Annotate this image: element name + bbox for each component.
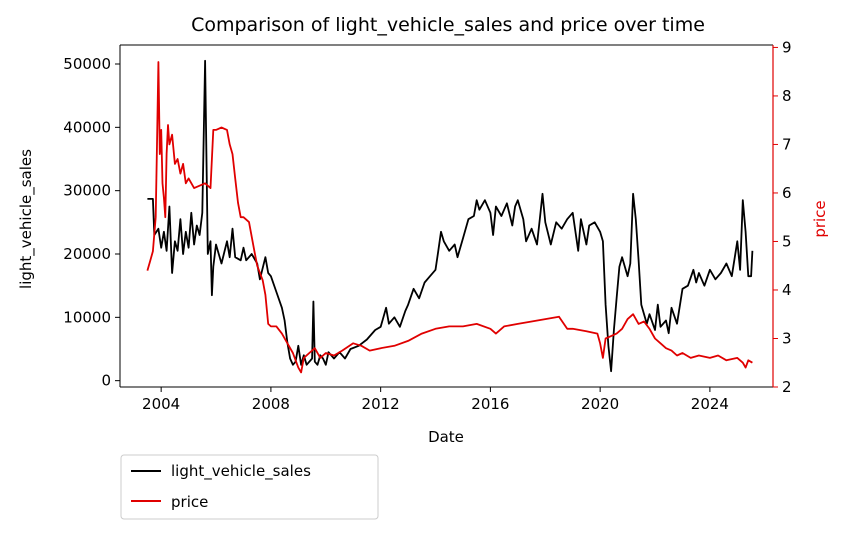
y-right-tick-label: 2 [782, 378, 792, 396]
y-right-tick-label: 3 [782, 329, 792, 347]
plot-area [120, 45, 773, 387]
legend: light_vehicle_sales price [120, 454, 379, 520]
chart-title: Comparison of light_vehicle_sales and pr… [191, 14, 705, 36]
y-left-tick-label: 30000 [63, 182, 111, 200]
series-line-price [146, 61, 753, 374]
legend-label-light-vehicle-sales: light_vehicle_sales [171, 462, 311, 481]
y-left-tick-label: 20000 [63, 245, 111, 263]
axes-layer: 2004 2008 2012 2016 2020 2024 0 10000 20000 30000… [63, 38, 791, 413]
legend-box [120, 454, 379, 520]
x-tick-label: 2012 [362, 395, 400, 413]
x-tick-label: 2008 [252, 395, 290, 413]
series-line-light-vehicle-sales [147, 59, 754, 373]
x-tick-label: 2016 [471, 395, 509, 413]
y-right-tick-label: 6 [782, 184, 792, 202]
plot-background [120, 45, 773, 387]
y-right-tick-label: 4 [782, 281, 792, 299]
x-axis-label: Date [428, 428, 464, 446]
y-axis-label-right: price [811, 200, 829, 237]
y-left-tick-label: 10000 [63, 308, 111, 326]
y-left-tick-label: 0 [101, 372, 111, 390]
legend-label-price: price [171, 493, 208, 511]
x-tick-label: 2024 [691, 395, 729, 413]
x-tick-label: 2004 [142, 395, 180, 413]
y-axis-label-left: light_vehicle_sales [17, 149, 36, 289]
y-left-tick-label: 50000 [63, 55, 111, 73]
y-right-tick-label: 7 [782, 135, 792, 153]
y-right-tick-label: 8 [782, 87, 792, 105]
y-left-tick-label: 40000 [63, 118, 111, 136]
series-layer [146, 59, 754, 374]
y-right-tick-label: 9 [782, 38, 792, 56]
x-tick-label: 2020 [581, 395, 619, 413]
y-right-tick-label: 5 [782, 232, 792, 250]
